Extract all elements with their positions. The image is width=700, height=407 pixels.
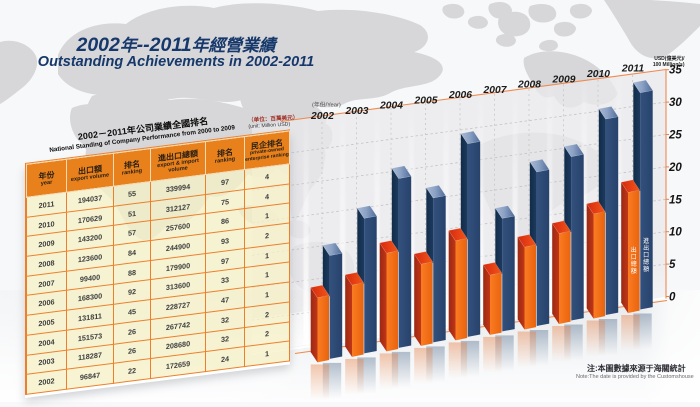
svg-text:2002: 2002 (310, 111, 334, 122)
svg-text:2006: 2006 (448, 90, 472, 101)
svg-text:2005: 2005 (414, 95, 438, 106)
svg-text:出口總額: 出口總額 (631, 246, 637, 275)
svg-text:35: 35 (669, 65, 682, 77)
svg-text:2011: 2011 (621, 64, 644, 75)
svg-text:進出口總額: 進出口總額 (643, 237, 649, 273)
svg-text:2003: 2003 (345, 106, 369, 117)
svg-text:10: 10 (669, 227, 682, 239)
svg-text:(年份/Year): (年份/Year) (312, 101, 341, 109)
svg-text:0: 0 (669, 292, 676, 304)
svg-text:2010: 2010 (586, 69, 610, 80)
svg-text:20: 20 (668, 162, 682, 174)
svg-text:100 Million(s): 100 Million(s) (653, 62, 685, 68)
svg-text:2007: 2007 (483, 85, 508, 96)
svg-text:2004: 2004 (379, 101, 403, 112)
svg-text:2008: 2008 (517, 80, 541, 91)
svg-text:15: 15 (669, 194, 682, 206)
svg-text:30: 30 (669, 97, 682, 109)
svg-text:2009: 2009 (552, 74, 576, 85)
svg-text:25: 25 (668, 130, 682, 142)
svg-text:USD(億美元)/: USD(億美元)/ (654, 55, 685, 62)
svg-text:5: 5 (669, 259, 676, 271)
